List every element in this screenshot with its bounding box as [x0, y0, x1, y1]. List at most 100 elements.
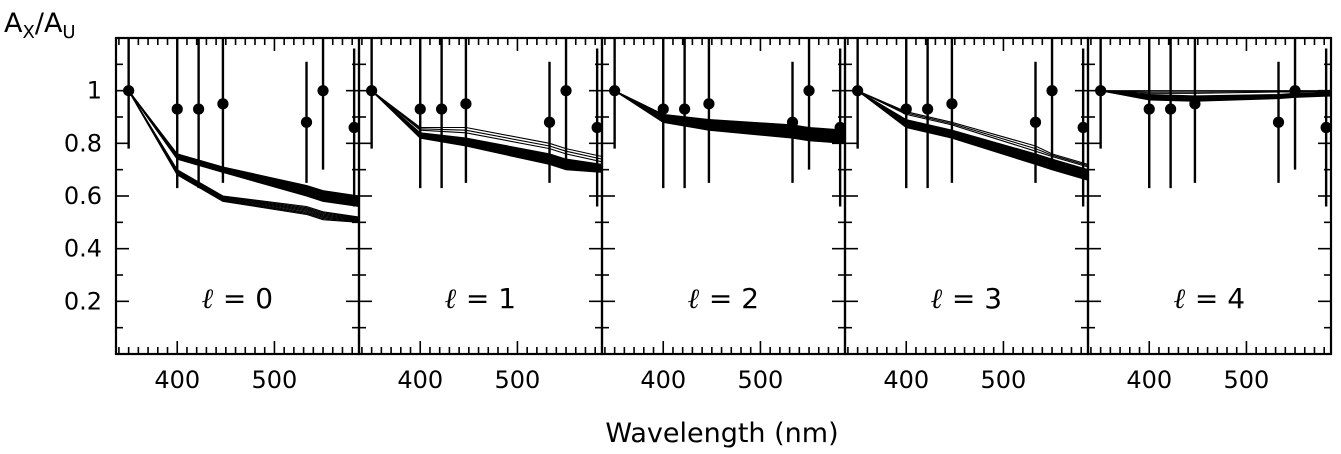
- y-axis-title-ref-sub: U: [62, 22, 75, 43]
- svg-text:AX/AU: AX/AU: [4, 8, 76, 43]
- y-axis-title-separator: /: [35, 8, 45, 39]
- panel-label: ℓ = 2: [687, 282, 759, 315]
- model-curve: [128, 90, 360, 199]
- panel-label-value: = 2: [700, 282, 759, 315]
- data-point: [193, 103, 205, 115]
- data-point: [1077, 121, 1089, 134]
- y-tick-label: 0.8: [64, 129, 102, 157]
- y-axis-title-main: A: [4, 8, 23, 39]
- x-tick-label: 400: [1126, 366, 1172, 394]
- x-tick-label: 500: [738, 366, 784, 394]
- y-tick-label: 0.6: [64, 182, 102, 210]
- data-point: [1189, 98, 1201, 110]
- model-curve: [1100, 90, 1332, 94]
- data-point: [922, 103, 934, 115]
- panel-label-symbol: ℓ: [687, 282, 700, 315]
- model-curve: [371, 90, 603, 173]
- model-curve: [128, 90, 360, 202]
- panel-label-value: = 1: [457, 282, 516, 315]
- data-point: [1029, 116, 1042, 128]
- model-curve: [128, 90, 360, 200]
- data-point: [317, 85, 329, 97]
- x-tick-label: 500: [1224, 366, 1270, 394]
- data-point: [786, 116, 799, 128]
- data-point: [1095, 85, 1107, 97]
- x-tick-label: 400: [640, 366, 686, 394]
- model-curve: [857, 90, 1089, 165]
- panel-label-symbol: ℓ: [1173, 282, 1186, 315]
- y-axis-title-main-sub: X: [22, 22, 34, 43]
- x-axis-title: Wavelength (nm): [605, 418, 838, 449]
- panel-0: 400 500 0.2 0.4 0.6 0.8 1 ℓ = 0: [64, 36, 361, 394]
- model-curve: [371, 90, 603, 165]
- model-curve: [371, 90, 603, 169]
- model-curve: [371, 90, 603, 160]
- model-curve: [371, 90, 603, 158]
- data-point: [900, 103, 912, 115]
- model-curve: [1100, 90, 1332, 93]
- model-curve: [371, 90, 603, 163]
- x-tick-label: 400: [154, 366, 200, 394]
- panel-1: 400 500 ℓ = 1: [357, 36, 604, 394]
- model-curve: [128, 90, 360, 201]
- data-point: [1165, 103, 1177, 115]
- data-point: [171, 103, 183, 115]
- data-point: [1289, 85, 1301, 97]
- model-curve: [128, 90, 360, 198]
- data-point: [657, 103, 669, 115]
- model-curve: [371, 90, 603, 170]
- data-point: [300, 116, 313, 128]
- model-curve: [371, 90, 603, 171]
- y-axis-title-ref: A: [44, 8, 63, 39]
- data-point: [946, 98, 958, 110]
- data-point: [348, 121, 360, 134]
- model-curve: [128, 90, 360, 198]
- panel-label: ℓ = 4: [1173, 282, 1245, 315]
- model-curve: [371, 90, 603, 168]
- panel-3: 400 500 ℓ = 3: [843, 36, 1090, 394]
- data-point: [366, 85, 378, 97]
- data-point: [560, 85, 572, 97]
- data-point: [834, 121, 846, 134]
- x-tick-label: 400: [397, 366, 443, 394]
- model-curve: [857, 90, 1089, 181]
- model-curve: [128, 90, 360, 200]
- x-tick-label: 500: [981, 366, 1027, 394]
- data-point: [414, 103, 426, 115]
- y-tick-label: 0.2: [64, 287, 102, 315]
- panel-label-symbol: ℓ: [444, 282, 457, 315]
- model-curves: [614, 90, 846, 144]
- panel-label-symbol: ℓ: [930, 282, 943, 315]
- model-curve: [614, 90, 846, 144]
- model-curve: [128, 90, 360, 201]
- data-point: [679, 103, 691, 115]
- model-curves: [1100, 90, 1332, 102]
- data-point: [543, 116, 556, 128]
- model-curve: [128, 90, 360, 208]
- model-curve: [371, 90, 603, 169]
- data-point: [852, 85, 864, 97]
- data-point: [123, 85, 135, 97]
- model-curve: [371, 90, 603, 168]
- panel-label-value: = 4: [1186, 282, 1245, 315]
- model-curve: [371, 90, 603, 172]
- data-point: [703, 98, 715, 110]
- data-point: [1320, 121, 1332, 134]
- model-curve: [857, 90, 1089, 172]
- data-point: [803, 85, 815, 97]
- model-curve: [371, 90, 603, 170]
- data-point: [436, 103, 448, 115]
- model-curves: [857, 90, 1089, 181]
- y-axis-title: AX/AU: [4, 8, 76, 43]
- model-curve: [128, 90, 360, 199]
- data-point: [1046, 85, 1058, 97]
- data-point: [1143, 103, 1155, 115]
- panel-label-symbol: ℓ: [201, 282, 214, 315]
- panel-label: ℓ = 1: [444, 282, 516, 315]
- model-curves: [128, 90, 360, 223]
- chart-panels: 400 500 0.2 0.4 0.6 0.8 1 ℓ = 0 400 500 ℓ = 1 400 50…: [64, 36, 1333, 394]
- data-point: [591, 121, 603, 134]
- model-curve: [128, 90, 360, 223]
- model-curve: [371, 90, 603, 168]
